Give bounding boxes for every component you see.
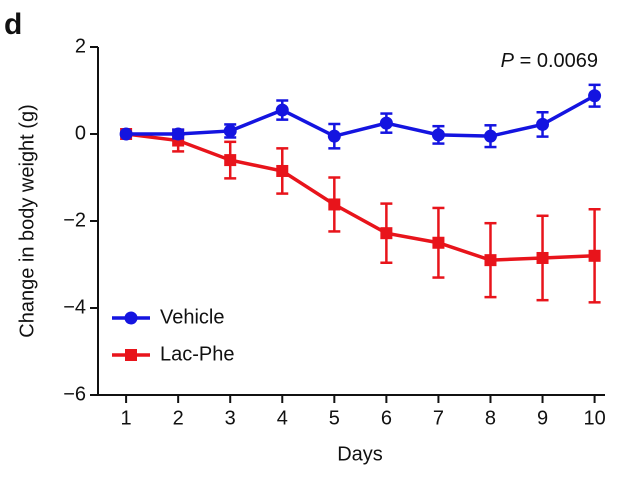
panel-label: d: [4, 8, 22, 41]
legend-label: Vehicle: [160, 306, 225, 328]
point: [328, 198, 341, 211]
point: [327, 129, 341, 143]
x-axis-label: Days: [337, 443, 383, 465]
point: [171, 127, 185, 141]
x-tick-label: 8: [485, 407, 496, 429]
legend-marker: [124, 311, 138, 325]
point: [431, 128, 445, 142]
series-line: [126, 94, 596, 139]
point: [275, 103, 289, 117]
point: [536, 117, 550, 131]
point: [223, 124, 237, 138]
annotation: P = 0.0069: [501, 50, 598, 72]
point: [119, 127, 133, 141]
point: [432, 236, 445, 249]
x-tick-label: 2: [173, 407, 184, 429]
point: [379, 116, 393, 130]
x-tick-label: 4: [277, 407, 288, 429]
x-tick-label: 6: [381, 407, 392, 429]
x-tick-label: 3: [225, 407, 236, 429]
series-line: [125, 132, 595, 262]
x-tick-label: 1: [121, 407, 132, 429]
x-tick-label: 10: [583, 407, 605, 429]
x-tick-label: 7: [433, 407, 444, 429]
x-tick-label: 9: [537, 407, 548, 429]
point: [224, 154, 237, 167]
point: [484, 254, 497, 267]
y-tick-label: −4: [63, 296, 86, 318]
point: [276, 164, 289, 177]
legend-label: Lac-Phe: [160, 343, 235, 365]
y-axis-label: Change in body weight (g): [16, 104, 38, 337]
annotation-variable: P: [501, 50, 515, 72]
point: [588, 249, 601, 262]
y-tick-label: −2: [63, 209, 86, 231]
x-tick-label: 5: [329, 407, 340, 429]
annotation-text: = 0.0069: [520, 50, 598, 72]
point: [588, 89, 602, 103]
y-tick-label: 0: [75, 122, 86, 144]
y-tick-label: 2: [75, 35, 86, 57]
point: [536, 251, 549, 264]
point: [483, 129, 497, 143]
y-tick-label: −6: [63, 383, 86, 405]
point: [380, 227, 393, 240]
legend-marker: [125, 349, 137, 361]
